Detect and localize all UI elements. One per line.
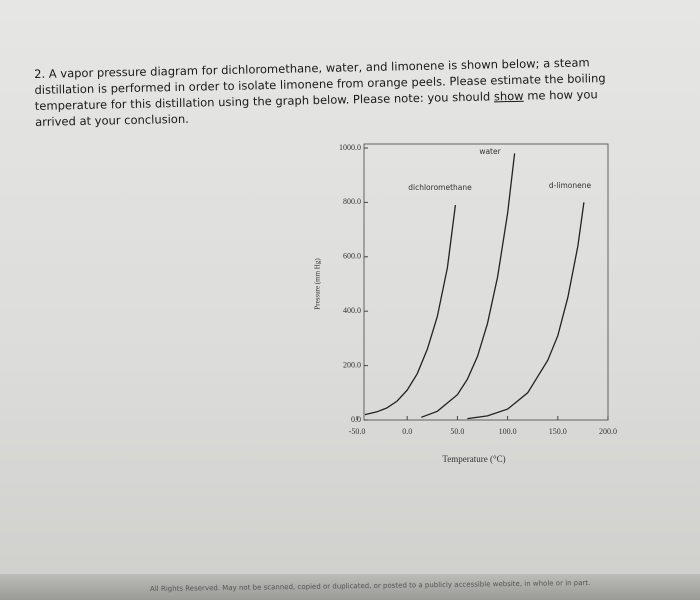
plot-frame <box>363 143 609 421</box>
footer-text: All Rights Reserved. May not be scanned,… <box>149 578 591 594</box>
y-tick-label: 600.0 <box>343 252 361 261</box>
x-tick-label: -50.0 <box>349 427 366 436</box>
y-axis-label: Pressure (mm Hg) <box>314 258 322 310</box>
y-tick-label: 200.0 <box>343 360 361 369</box>
x-tick-label: 100.0 <box>499 427 517 436</box>
x-tick-label: 0.0 <box>402 427 412 436</box>
y-tick-label: 800.0 <box>343 197 361 206</box>
curve <box>421 153 516 418</box>
x-tick-label: 150.0 <box>549 427 567 436</box>
series-label: dichloromethane <box>408 183 472 192</box>
y-tick-label: 400.0 <box>343 306 361 315</box>
x-tick-label: 200.0 <box>599 427 617 436</box>
footer: All Rights Reserved. May not be scanned,… <box>0 574 700 600</box>
series-label: water <box>479 147 501 156</box>
x-axis-label: Temperature (°C) <box>442 454 505 464</box>
curve <box>467 202 585 420</box>
x-tick-label: 50.0 <box>450 427 464 436</box>
y-tick-label: 0.0 <box>351 415 361 424</box>
curve <box>364 205 457 416</box>
series-label: d-limonene <box>549 181 592 190</box>
y-tick-label: 1000.0 <box>339 143 361 152</box>
